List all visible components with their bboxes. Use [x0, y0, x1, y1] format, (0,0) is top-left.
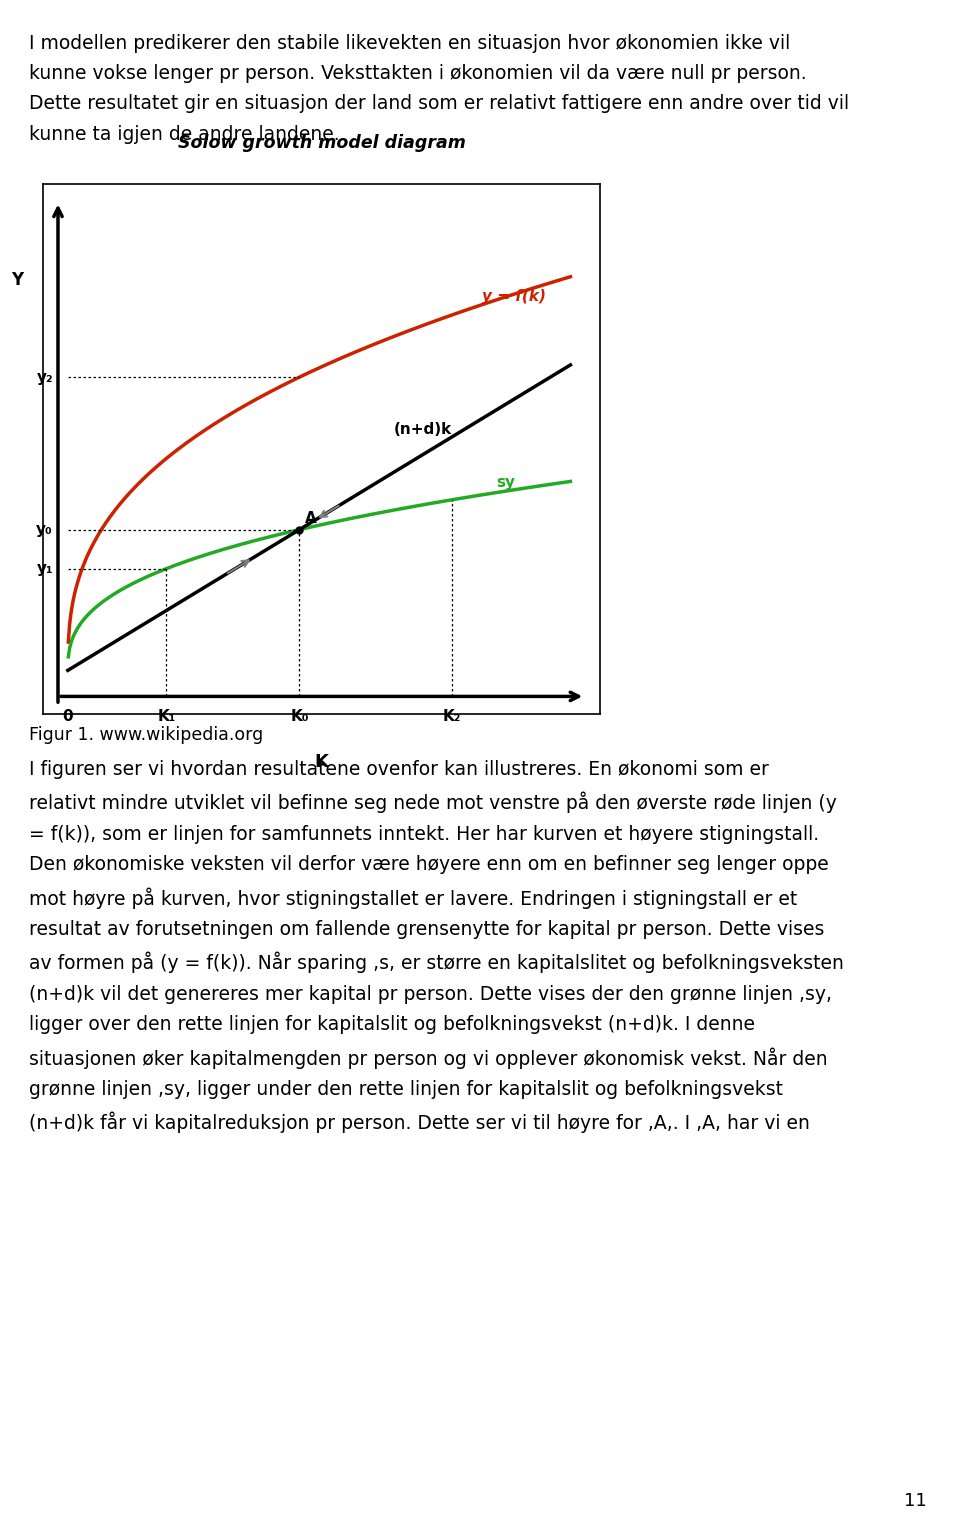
Text: I modellen predikerer den stabile likevekten en situasjon hvor økonomien ikke vi: I modellen predikerer den stabile likeve… — [29, 34, 849, 143]
Text: y = f(k): y = f(k) — [482, 289, 545, 304]
Text: 0: 0 — [62, 709, 73, 725]
Text: K: K — [315, 754, 328, 772]
Text: 11: 11 — [903, 1492, 926, 1510]
Text: K₁: K₁ — [157, 709, 176, 725]
Text: A: A — [305, 511, 317, 527]
Text: Y: Y — [12, 270, 24, 289]
Text: sy: sy — [496, 474, 516, 490]
Text: Solow growth model diagram: Solow growth model diagram — [178, 135, 466, 152]
Text: y₀: y₀ — [36, 522, 53, 537]
Text: (n+d)k: (n+d)k — [394, 422, 452, 437]
Text: I figuren ser vi hvordan resultatene ovenfor kan illustreres. En økonomi som er
: I figuren ser vi hvordan resultatene ove… — [29, 760, 844, 1133]
Text: y₂: y₂ — [36, 370, 53, 385]
Text: K₀: K₀ — [290, 709, 309, 725]
Text: Figur 1. www.wikipedia.org: Figur 1. www.wikipedia.org — [29, 726, 263, 744]
Text: y₁: y₁ — [36, 562, 53, 576]
Text: K₂: K₂ — [443, 709, 462, 725]
